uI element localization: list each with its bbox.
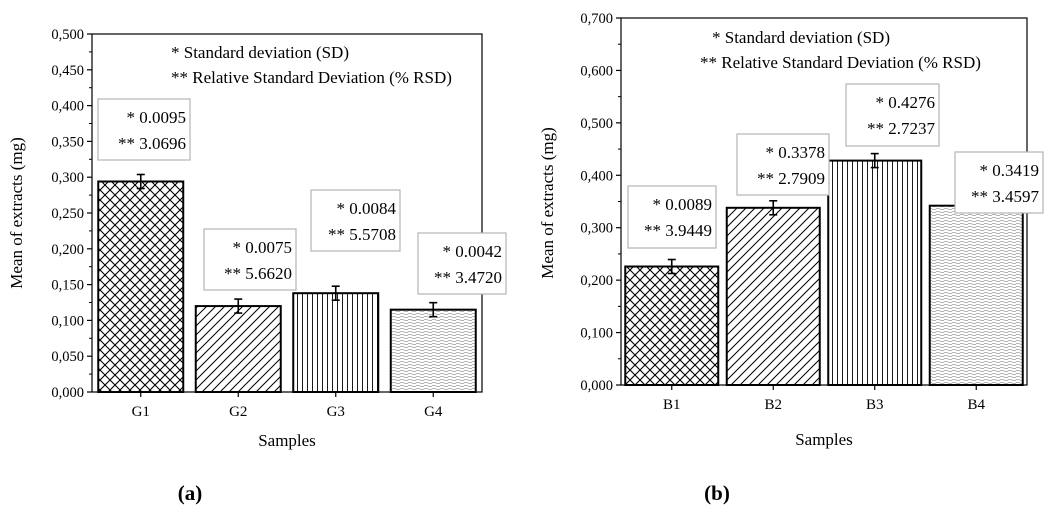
sd-label: * 0.3419 xyxy=(980,161,1040,180)
annotation-box xyxy=(417,232,507,295)
annotation-box xyxy=(203,228,297,291)
y-tick-label: 0,700 xyxy=(580,11,613,27)
y-tick-label: 0,600 xyxy=(580,63,613,79)
bar-g4 xyxy=(389,308,477,393)
chart-panel-b: 0,000 0,100 0,200 0,300 0,400 0,500 0,600 0,700… xyxy=(538,11,1044,505)
x-axis-ticks: B1 B2 B3 B4 xyxy=(663,385,985,413)
annotation-box xyxy=(736,133,830,196)
rsd-label: ** 5.5708 xyxy=(328,225,396,244)
sd-label: * 0.4276 xyxy=(876,93,936,112)
rsd-label: ** 3.4597 xyxy=(971,187,1040,206)
bar-g1 xyxy=(97,180,185,393)
bar-b1 xyxy=(624,265,720,386)
y-axis-ticks: 0,000 0,100 0,200 0,300 0,400 0,500 0,600 0,700 xyxy=(580,11,621,394)
sd-label: * 0.0084 xyxy=(337,199,397,218)
y-tick-label: 0,000 xyxy=(51,385,84,401)
y-axis-label: Mean of extracts (mg) xyxy=(538,127,557,279)
sd-label: * 0.0075 xyxy=(233,238,293,257)
annotation-boxes: * 0.0089 ** 3.9449 * 0.3378 ** 2.7909 * 0.42… xyxy=(627,83,1044,249)
bar-g2 xyxy=(194,305,282,393)
x-tick-label: G3 xyxy=(327,404,345,420)
x-tick-label: B3 xyxy=(866,397,884,413)
y-tick-label: 0,150 xyxy=(51,278,84,294)
panel-label: (a) xyxy=(178,481,203,505)
sd-label: * 0.0042 xyxy=(443,242,503,261)
x-tick-label: G1 xyxy=(132,404,150,420)
x-axis-label: Samples xyxy=(795,430,853,449)
y-axis-label: Mean of extracts (mg) xyxy=(7,137,26,289)
legend-rsd: ** Relative Standard Deviation (% RSD) xyxy=(700,53,981,72)
annotation-boxes: * 0.0095 ** 3.0696 * 0.0075 ** 5.6620 * 0.00… xyxy=(97,98,507,295)
y-tick-label: 0,500 xyxy=(580,116,613,132)
panel-label: (b) xyxy=(704,481,730,505)
y-tick-label: 0,350 xyxy=(51,134,84,150)
x-tick-label: G4 xyxy=(424,404,443,420)
rsd-label: ** 5.6620 xyxy=(224,264,292,283)
rsd-label: ** 2.7909 xyxy=(757,169,825,188)
y-tick-label: 0,200 xyxy=(51,242,84,258)
y-tick-label: 0,200 xyxy=(580,273,613,289)
sd-label: * 0.3378 xyxy=(766,143,826,162)
annotation-box xyxy=(845,83,940,147)
x-tick-label: B1 xyxy=(663,397,681,413)
legend-rsd: ** Relative Standard Deviation (% RSD) xyxy=(171,68,452,87)
rsd-label: ** 2.7237 xyxy=(867,119,936,138)
x-axis-ticks: G1 G2 G3 G4 xyxy=(132,392,443,420)
y-tick-label: 0,300 xyxy=(51,170,84,186)
y-tick-label: 0,000 xyxy=(580,378,613,394)
y-tick-label: 0,300 xyxy=(580,221,613,237)
y-tick-label: 0,250 xyxy=(51,206,84,222)
bar-b3 xyxy=(827,159,923,386)
rsd-label: ** 3.9449 xyxy=(644,221,712,240)
rsd-label: ** 3.4720 xyxy=(434,268,502,287)
bar-g3 xyxy=(292,292,380,393)
x-axis-label: Samples xyxy=(258,431,316,450)
bar-b4 xyxy=(928,204,1024,386)
y-tick-label: 0,100 xyxy=(51,313,84,329)
sd-label: * 0.0095 xyxy=(127,108,187,127)
error-bars xyxy=(136,173,438,318)
rsd-label: ** 3.0696 xyxy=(118,134,186,153)
y-axis-ticks: 0,000 0,050 0,100 0,150 0,200 0,250 0,300 0,350… xyxy=(51,27,92,401)
bars xyxy=(97,180,477,393)
y-tick-label: 0,400 xyxy=(51,99,84,115)
legend-sd: * Standard deviation (SD) xyxy=(712,28,890,47)
y-tick-label: 0,050 xyxy=(51,349,84,365)
annotation-box xyxy=(97,98,191,161)
annotation-box xyxy=(310,189,401,252)
y-tick-label: 0,400 xyxy=(580,168,613,184)
sd-label: * 0.0089 xyxy=(653,195,713,214)
y-tick-label: 0,100 xyxy=(580,326,613,342)
legend-sd: * Standard deviation (SD) xyxy=(171,43,349,62)
annotation-box xyxy=(627,185,717,249)
y-tick-label: 0,500 xyxy=(51,27,84,43)
x-tick-label: G2 xyxy=(229,404,247,420)
bar-b2 xyxy=(725,206,821,386)
chart-panel-a: 0,000 0,050 0,100 0,150 0,200 0,250 0,300 0,350… xyxy=(7,27,507,505)
y-tick-label: 0,450 xyxy=(51,63,84,79)
x-tick-label: B2 xyxy=(764,397,782,413)
annotation-box xyxy=(954,151,1044,214)
x-tick-label: B4 xyxy=(967,397,985,413)
